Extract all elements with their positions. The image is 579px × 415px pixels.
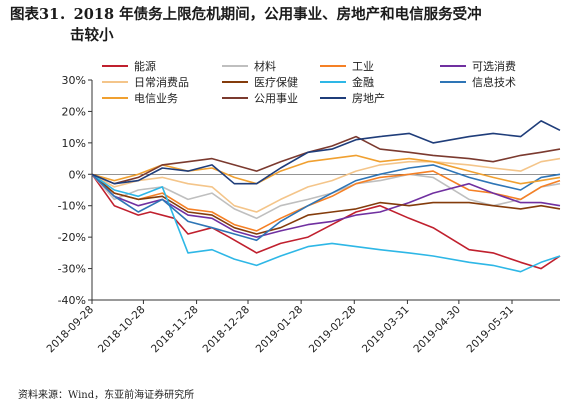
legend-label: 材料 xyxy=(254,59,276,73)
series-line-能源 xyxy=(91,173,561,270)
legend-item: 可选消费 xyxy=(440,59,516,73)
y-tick-label: 10% xyxy=(62,137,86,150)
legend-item: 电信业务 xyxy=(102,92,178,105)
legend-label: 信息技术 xyxy=(472,75,516,89)
series-line-日常消费品 xyxy=(91,157,561,213)
y-tick-label: -10% xyxy=(58,200,86,213)
legend-label: 公用事业 xyxy=(254,92,298,105)
series-line-公用事业 xyxy=(91,135,561,185)
x-tick-label: 2018-10-28 xyxy=(96,304,148,356)
chart-title: 图表31．2018 年债务上限危机期间，公用事业、房地产和电信服务受冲 击较小 xyxy=(10,4,575,46)
x-tick-label: 2018-09-28 xyxy=(44,304,96,356)
y-tick-label: 20% xyxy=(62,105,86,118)
series-line-信息技术 xyxy=(91,164,561,242)
legend-item: 医疗保健 xyxy=(222,75,298,89)
legend-label: 金融 xyxy=(352,75,374,89)
title-line-2: 击较小 xyxy=(70,27,114,44)
y-tick-label: -30% xyxy=(58,263,86,276)
x-tick-label: 2019-04-30 xyxy=(411,304,463,356)
x-tick-label: 2019-02-28 xyxy=(307,304,359,356)
y-tick-label: -40% xyxy=(58,294,86,307)
legend-item: 公用事业 xyxy=(222,92,298,105)
y-tick-label: 30% xyxy=(62,74,86,87)
legend-item: 工业 xyxy=(320,60,374,73)
y-tick-label: 0% xyxy=(69,168,86,181)
source-note: 资料来源：Wind，东亚前海证券研究所 xyxy=(18,390,195,401)
legend-label: 电信业务 xyxy=(134,92,178,105)
legend-item: 房地产 xyxy=(320,91,385,105)
legend-item: 能源 xyxy=(102,59,156,73)
series-line-金融 xyxy=(91,173,561,273)
x-tick-label: 2018-11-28 xyxy=(149,304,201,356)
legend-item: 信息技术 xyxy=(440,75,516,89)
series-line-房地产 xyxy=(91,120,561,185)
x-tick-label: 2019-03-31 xyxy=(360,304,412,356)
x-tick-label: 2019-05-31 xyxy=(464,304,516,356)
series-line-电信业务 xyxy=(91,154,561,185)
y-tick-label: -20% xyxy=(58,231,86,244)
legend-label: 可选消费 xyxy=(472,59,516,73)
legend-label: 日常消费品 xyxy=(134,75,189,89)
legend-item: 材料 xyxy=(222,59,276,73)
x-tick-label: 2019-01-28 xyxy=(254,304,306,356)
legend-item: 金融 xyxy=(320,75,374,89)
x-tick-label: 2018-12-28 xyxy=(200,304,252,356)
legend-label: 房地产 xyxy=(352,91,385,105)
legend-label: 医疗保健 xyxy=(254,75,298,89)
legend-item: 日常消费品 xyxy=(102,75,189,89)
legend-label: 工业 xyxy=(352,60,374,73)
legend-label: 能源 xyxy=(134,59,156,73)
title-line-1: 图表31．2018 年债务上限危机期间，公用事业、房地产和电信服务受冲 xyxy=(10,6,482,23)
